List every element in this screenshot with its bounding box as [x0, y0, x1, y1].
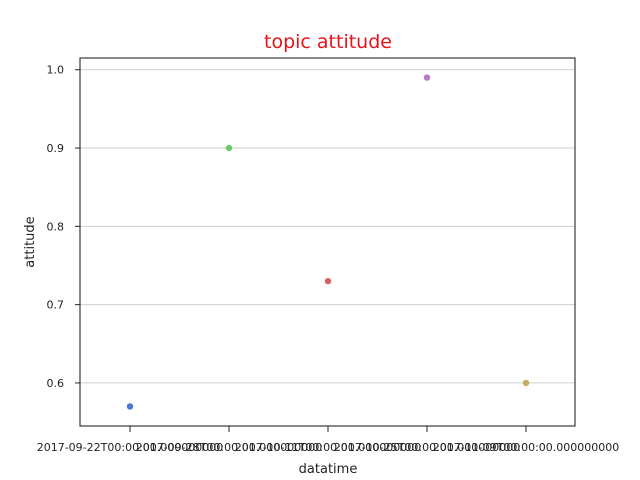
y-tick-label: 0.9: [47, 142, 65, 155]
x-tick-label: 2017-11-09T00:00:00.000000000: [433, 441, 620, 454]
x-tick-label: 2017-09-28T00:00:00.000000000: [136, 441, 323, 454]
x-tick-label: 2017-10-11T00:00:00.000000000: [235, 441, 422, 454]
data-point: [225, 144, 233, 152]
data-point: [324, 277, 332, 285]
y-tick-label: 0.6: [47, 377, 65, 390]
data-point: [522, 379, 530, 387]
data-point: [126, 403, 134, 410]
x-axis-ticks: 2017-09-22T00:00:00.0000000002017-09-28T…: [37, 426, 620, 454]
x-axis-label: datatime: [299, 462, 358, 477]
chart-title: topic attitude: [264, 31, 392, 53]
data-point: [423, 74, 431, 81]
y-axis-label: attitude: [23, 216, 38, 267]
y-tick-label: 0.7: [47, 299, 65, 312]
plot-frame: [79, 57, 576, 427]
grid-lines: [80, 69, 575, 384]
x-tick-label: 2017-09-22T00:00:00.000000000: [37, 441, 224, 454]
y-tick-label: 1.0: [47, 64, 65, 77]
data-points: [126, 74, 530, 410]
y-tick-label: 0.8: [47, 220, 65, 233]
y-axis-ticks: 0.6 0.7 0.8 0.9 1.0: [47, 64, 80, 390]
x-tick-label: 2017-10-25T00:00:00.000000000: [334, 441, 521, 454]
